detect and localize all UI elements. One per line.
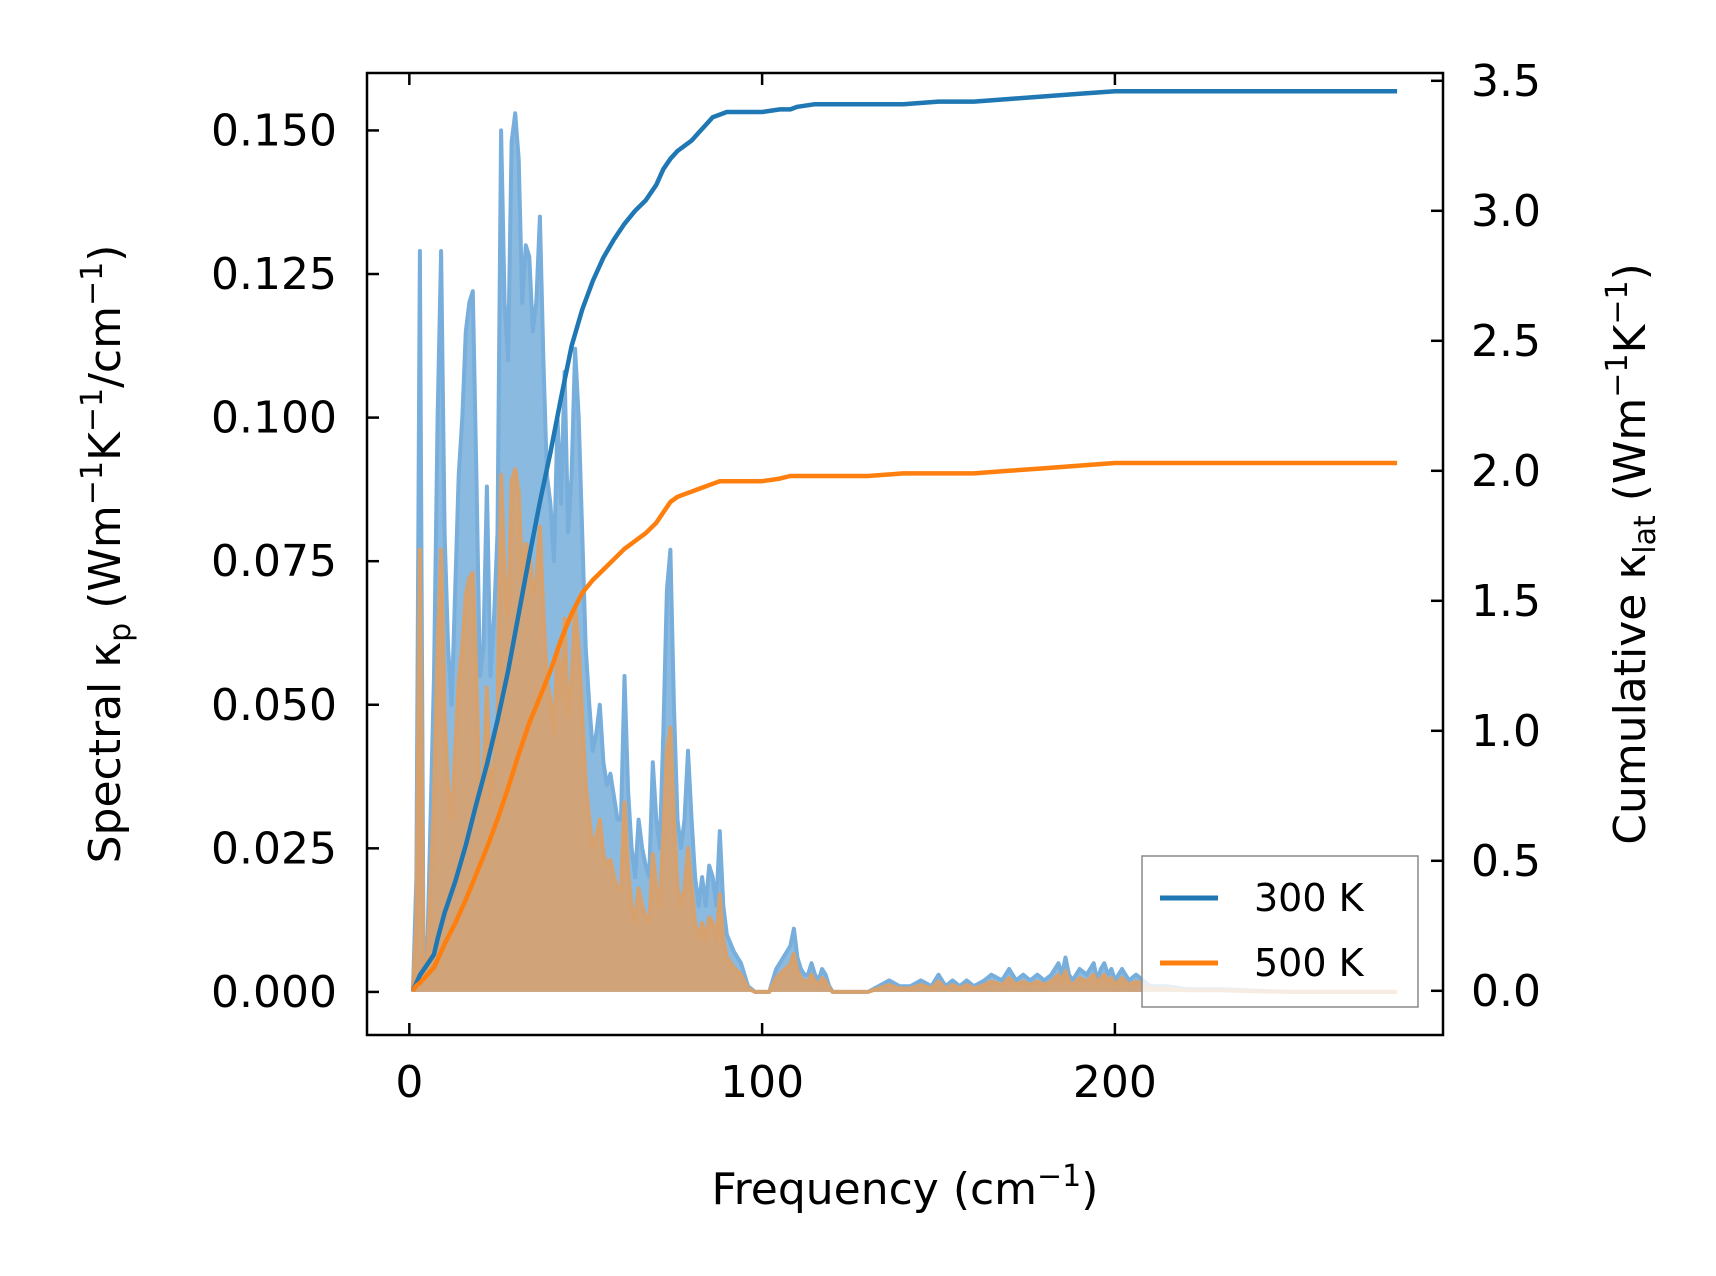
line-layer [410, 88, 1398, 993]
y-left-tick-label: 0.000 [211, 967, 337, 1018]
y-right-tick-label: 0.0 [1471, 966, 1541, 1017]
cumulative-line-300k [410, 88, 1398, 992]
y-axis-left: 0.000 0.025 0.050 0.075 0.100 0.125 0.150 [211, 105, 379, 1018]
y-right-tick-label: 2.0 [1471, 446, 1541, 497]
cumulative-line-500k [411, 460, 1398, 993]
y-right-tick-label: 3.5 [1471, 56, 1541, 107]
x-tick-label: 200 [1073, 1057, 1157, 1108]
y-right-tick-label: 2.5 [1471, 316, 1541, 367]
x-tick-label: 0 [395, 1057, 423, 1108]
y-axis-right: 0.0 0.5 1.0 1.5 2.0 2.5 3.0 3.5 [1431, 56, 1541, 1017]
y-left-tick-label: 0.125 [211, 249, 337, 300]
plot-frame [365, 71, 1445, 1037]
spectral-line-500k [410, 467, 1398, 994]
x-axis-title: Frequency (cm−1) [712, 1159, 1099, 1215]
y-left-tick-label: 0.100 [211, 393, 337, 444]
y-right-tick-label: 1.5 [1471, 576, 1541, 627]
y-left-tick-label: 0.150 [211, 105, 337, 156]
spectral-fill-layer [410, 111, 1398, 994]
y-left-tick-label: 0.025 [211, 823, 337, 874]
legend-box [1141, 855, 1419, 1008]
y-axis-right-title: Cumulative κlat (Wm−1K−1) [1600, 263, 1663, 845]
y-axis-left-title: Spectral κp (Wm−1K−1/cm−1) [75, 245, 138, 864]
y-left-tick-label: 0.075 [211, 536, 337, 587]
legend-label-500k: 500 K [1254, 941, 1365, 985]
x-axis: 0 100 200 [395, 73, 1157, 1108]
spectral-line-300k [410, 111, 1398, 994]
y-left-tick-label: 0.050 [211, 680, 337, 731]
legend-label-300k: 300 K [1254, 876, 1365, 920]
y-right-tick-label: 0.5 [1471, 836, 1541, 887]
legend: 300 K 500 K [1141, 855, 1419, 1008]
y-right-tick-label: 1.0 [1471, 706, 1541, 757]
y-right-tick-label: 3.0 [1471, 186, 1541, 237]
x-tick-label: 100 [720, 1057, 804, 1108]
